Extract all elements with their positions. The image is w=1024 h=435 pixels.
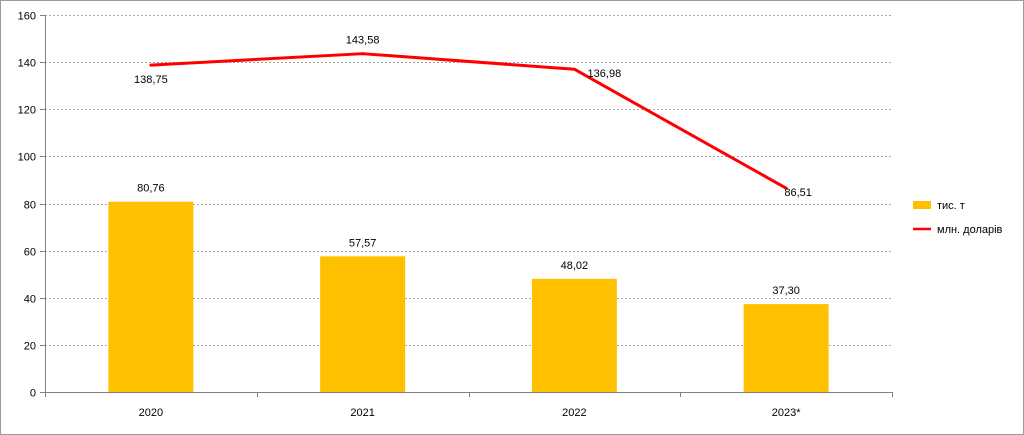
x-tick-label: 2022 bbox=[562, 407, 586, 419]
y-tick-label: 80 bbox=[24, 200, 36, 212]
y-tick-label: 40 bbox=[24, 294, 36, 306]
line-series bbox=[149, 52, 788, 190]
line-data-label: 143,58 bbox=[346, 35, 380, 47]
line-point bbox=[149, 63, 153, 67]
bar bbox=[108, 201, 194, 392]
line-path bbox=[150, 52, 787, 190]
bar bbox=[743, 304, 829, 392]
x-tick-label: 2021 bbox=[350, 407, 374, 419]
y-tick-label: 160 bbox=[18, 11, 36, 23]
bar-data-label: 48,02 bbox=[561, 260, 589, 272]
x-tick-label: 2020 bbox=[139, 407, 163, 419]
legend: тис. т млн. доларів bbox=[913, 200, 1003, 236]
bar-data-label: 57,57 bbox=[349, 237, 377, 249]
line-data-label: 138,75 bbox=[134, 74, 168, 86]
line-point bbox=[361, 52, 365, 56]
axes: 0 20 40 60 80 100 120 140 160 2020 2021 2022 2023* bbox=[18, 11, 893, 419]
data-labels: 80,76 57,57 48,02 37,30 138,75 143,58 136,98 86… bbox=[134, 35, 812, 297]
y-tick-label: 140 bbox=[18, 58, 36, 70]
legend-label-bar: тис. т bbox=[937, 200, 965, 212]
y-tick-label: 100 bbox=[18, 152, 36, 164]
x-tick-label: 2023* bbox=[772, 407, 801, 419]
bar-data-label: 80,76 bbox=[137, 183, 165, 195]
line-data-label: 86,51 bbox=[784, 187, 812, 199]
line-data-label: 136,98 bbox=[588, 68, 622, 80]
y-tick-label: 0 bbox=[30, 388, 36, 400]
legend-label-line: млн. доларів bbox=[937, 224, 1003, 236]
bar-data-label: 37,30 bbox=[772, 285, 800, 297]
bar bbox=[531, 278, 617, 392]
bar bbox=[320, 256, 406, 392]
y-tick-label: 60 bbox=[24, 247, 36, 259]
line-point bbox=[572, 67, 576, 71]
bar-series bbox=[108, 201, 829, 392]
y-tick-label: 20 bbox=[24, 341, 36, 353]
y-tick-label: 120 bbox=[18, 105, 36, 117]
line-point bbox=[784, 186, 788, 190]
legend-swatch-bar bbox=[913, 201, 931, 209]
